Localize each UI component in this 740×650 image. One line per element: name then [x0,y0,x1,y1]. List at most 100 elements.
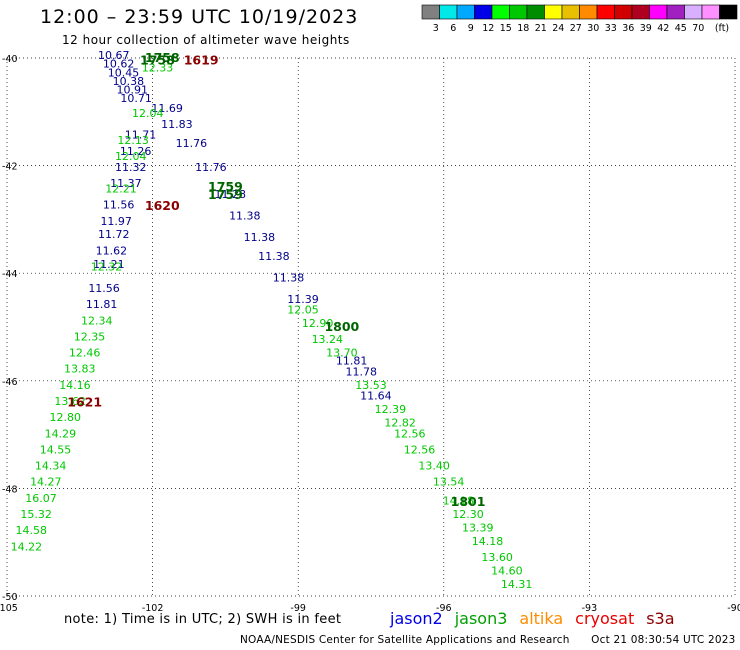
pass-time-label: 1801 [451,494,486,509]
swh-value-jason2: 11.38 [273,271,305,284]
swh-value-jason2: 11.97 [100,215,132,228]
page-subtitle: 12 hour collection of altimeter wave hei… [62,33,350,47]
pass-time-label: 1619 [184,53,219,68]
y-tick-label: -46 [2,377,18,388]
swh-value-jason3: 12.82 [384,417,416,430]
swh-value-jason3: 12.05 [287,304,319,317]
swh-value-jason2: 10.71 [120,92,152,105]
legend-label: 9 [468,23,474,34]
legend-label: 21 [535,23,547,34]
mission-jason3: jason3 [454,609,508,628]
legend-label: 3 [433,23,439,34]
pass-time-label: 1758 [140,53,175,68]
swh-value-jason2: 11.76 [195,161,227,174]
legend-label: 27 [570,23,582,34]
mission-altika: altika [519,609,564,628]
legend-label: 12 [482,23,494,34]
swh-value-jason3: 12.34 [81,314,113,327]
swh-value-jason2: 11.21 [93,258,125,271]
y-tick-label: -50 [2,592,18,603]
x-tick-label: -99 [290,603,306,614]
x-tick-label: -93 [582,603,598,614]
swh-value-jason2: 11.38 [229,209,261,222]
legend-label: 30 [587,23,599,34]
swh-value-jason3: 14.27 [30,476,62,489]
swh-value-jason2: 11.62 [96,244,128,257]
x-tick-label: -90 [727,603,740,614]
swh-value-jason2: 10.91 [116,84,148,97]
swh-value-jason2: 10.38 [113,75,145,88]
legend-label: 33 [605,23,617,34]
x-tick-label: -102 [142,603,164,614]
y-tick-label: -48 [2,484,18,495]
legend-label: 36 [622,23,634,34]
swh-value-jason3: 12.30 [452,508,484,521]
swh-value-jason3: 14.58 [16,524,48,537]
legend-label: 42 [657,23,669,34]
pass-time-label: 1800 [324,319,359,334]
mission-jason2: jason2 [390,609,443,628]
swh-value-jason2: 11.64 [360,390,392,403]
swh-value-jason2: 10.67 [98,49,130,62]
page-title: 12:00 – 23:59 UTC 10/19/2023 [40,6,359,28]
swh-value-jason3: 14.22 [11,540,43,553]
swh-value-jason2: 11.72 [98,228,130,241]
legend-label: 70 [692,23,704,34]
legend-label: 39 [640,23,652,34]
swh-value-jason3: 13.60 [481,551,513,564]
swh-value-jason2: 11.28 [215,188,247,201]
swh-value-jason3: 12.04 [132,107,164,120]
swh-value-jason3: 13.24 [312,333,344,346]
legend-label: 6 [450,23,456,34]
swh-value-jason3: 12.39 [375,403,407,416]
legend-label: 24 [552,23,564,34]
swh-value-jason3: 13.53 [355,379,387,392]
swh-value-jason3: 12.35 [74,330,106,343]
swh-value-jason3: 13.40 [418,460,450,473]
pass-time-label: 1758 [145,50,180,65]
swh-value-jason3: 14.18 [472,535,504,548]
swh-value-jason3: 12.90 [302,317,334,330]
footer: NOAA/NESDIS Center for Satellite Applica… [240,634,736,646]
swh-value-jason3: 12.80 [49,411,81,424]
legend-label: 15 [500,23,512,34]
swh-value-jason2: 11.38 [244,231,276,244]
swh-value-jason2: 11.78 [346,365,378,378]
swh-value-jason2: 11.38 [258,250,290,263]
footer-timestamp: Oct 21 08:30:54 UTC 2023 [591,634,736,646]
swh-value-jason2: 11.81 [336,355,368,368]
swh-value-jason2: 11.26 [120,145,152,158]
swh-value-jason3: 12.04 [115,150,147,163]
swh-value-jason2: 11.69 [151,102,183,115]
x-tick-label: -105 [0,603,18,614]
footer-org: NOAA/NESDIS Center for Satellite Applica… [240,634,570,646]
swh-value-jason3: 12.13 [117,134,149,147]
pass-time-label: 1620 [145,198,180,213]
swh-value-jason3: 14.16 [59,379,91,392]
swh-value-jason3: 12.46 [69,347,101,360]
swh-value-jason3: 14.55 [40,443,72,456]
swh-value-jason2: 10.45 [108,66,140,79]
y-tick-label: -42 [2,162,18,173]
y-tick-label: -40 [2,54,18,65]
pass-time-label: 1759 [208,187,243,202]
swh-value-jason2: 11.76 [176,137,208,150]
pass-time-label: 1621 [67,394,102,409]
map-note: note: 1) Time is in UTC; 2) SWH is in fe… [64,612,342,627]
legend-label: 45 [675,23,687,34]
swh-value-jason3: 13.83 [64,363,96,376]
swh-value-jason3: 13.62 [54,395,86,408]
pass-time-label: 1759 [208,179,243,194]
swh-value-jason2: 11.32 [115,161,147,174]
swh-value-jason2: 11.56 [88,282,120,295]
swh-value-jason3: 13.70 [326,347,358,360]
swh-value-jason3: 14.29 [45,427,77,440]
swh-value-jason3: 14.18 [443,495,475,508]
swh-value-jason2: 11.83 [161,118,193,131]
swh-value-jason2: 11.39 [287,293,319,306]
wave-height-color-legend: 3 6 9 12 15 18 21 24 27 30 33 36 39 42 45 70 (ft) [421,4,738,34]
swh-value-jason3: 15.32 [20,508,52,521]
swh-value-jason3: 14.60 [491,564,523,577]
mission-cryosat: cryosat [575,609,635,628]
